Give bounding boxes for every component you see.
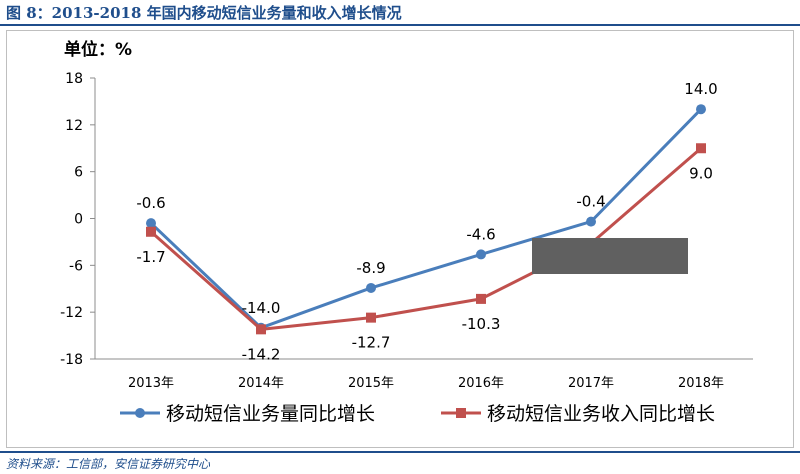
x-tick-label: 2014年	[238, 376, 284, 391]
data-point-marker	[696, 143, 706, 154]
data-label: 9.0	[689, 164, 713, 182]
x-tick-label: 2018年	[678, 376, 724, 391]
series-line-2	[150, 147, 702, 331]
data-label: -8.9	[356, 259, 385, 277]
data-label: -4.6	[466, 225, 495, 243]
y-tick-label: 0	[74, 212, 83, 228]
data-point-marker	[146, 218, 156, 229]
redaction-block	[532, 238, 688, 274]
data-point-marker	[586, 216, 596, 227]
data-label: -12.7	[352, 334, 391, 352]
data-point-marker	[366, 282, 376, 293]
footer-divider	[0, 451, 800, 453]
y-tick-label: -18	[60, 352, 83, 368]
data-point-marker	[476, 293, 486, 304]
y-tick-label: 6	[74, 165, 83, 181]
y-tick-label: 18	[65, 71, 83, 87]
legend-label: 移动短信业务量同比增长	[166, 403, 375, 425]
x-tick-label: 2017年	[568, 376, 614, 391]
data-label: -0.6	[136, 194, 165, 212]
data-label: -10.3	[462, 315, 501, 333]
y-tick-label: 12	[65, 118, 83, 134]
data-point-marker	[146, 226, 156, 237]
header-divider	[0, 24, 800, 26]
x-tick-label: 2013年	[128, 376, 174, 391]
legend-label: 移动短信业务收入同比增长	[487, 403, 715, 425]
data-label: -1.7	[136, 248, 165, 266]
data-label: -0.4	[576, 193, 605, 211]
data-label: 14.0	[684, 80, 717, 98]
chart-frame: 单位：% 18 12 6 0 -6 -12 -18 2013年 2014年 2015年 2016年 20…	[6, 30, 794, 448]
data-point-marker	[476, 249, 486, 260]
source-note: 资料来源：工信部，安信证券研究中心	[6, 457, 211, 471]
figure-header: 图 8：2013-2018 年国内移动短信业务量和收入增长情况	[0, 0, 800, 24]
data-label: -14.0	[242, 299, 281, 317]
data-label: -14.2	[242, 345, 281, 363]
data-point-marker	[696, 104, 706, 115]
line-chart: 单位：% 18 12 6 0 -6 -12 -18 2013年 2014年 2015年 2016年 20…	[60, 39, 753, 425]
data-point-marker	[366, 312, 376, 323]
x-tick-label: 2015年	[348, 376, 394, 391]
y-tick-label: -6	[69, 258, 83, 274]
figure-title: 图 8：2013-2018 年国内移动短信业务量和收入增长情况	[6, 4, 402, 22]
x-tick-label: 2016年	[458, 376, 504, 391]
unit-label: 单位：%	[64, 39, 132, 60]
data-point-marker	[256, 324, 266, 335]
series-line-1	[149, 108, 703, 330]
y-tick-label: -12	[60, 305, 83, 321]
legend-marker	[456, 408, 466, 418]
legend-marker	[135, 408, 145, 418]
